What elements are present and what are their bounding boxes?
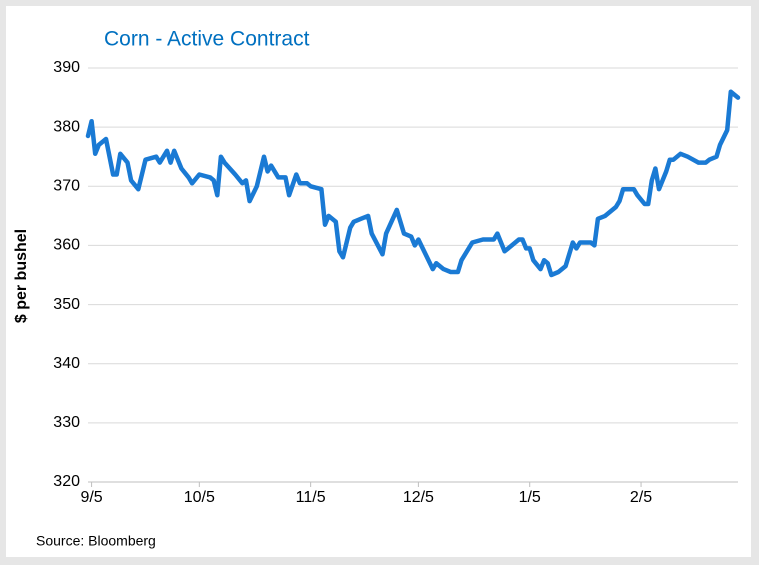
chart: Corn - Active Contract $ per bushel Sour… xyxy=(13,28,741,549)
y-axis-label: $ per bushel xyxy=(13,229,30,323)
y-tick-label: 340 xyxy=(53,355,80,372)
x-tick-label: 9/5 xyxy=(80,489,102,506)
x-tick-label: 12/5 xyxy=(403,489,434,506)
chart-title: Corn - Active Contract xyxy=(104,28,310,51)
source: Source: Bloomberg xyxy=(36,533,156,549)
x-tick-label: 10/5 xyxy=(184,489,215,506)
y-tick-label: 360 xyxy=(53,237,80,254)
chart-frame: Corn - Active Contract $ per bushel Sour… xyxy=(6,6,751,557)
x-tick-label: 1/5 xyxy=(519,489,541,506)
y-tick-label: 390 xyxy=(53,59,80,76)
y-tick-label: 320 xyxy=(53,473,80,490)
y-tick-label: 380 xyxy=(53,118,80,135)
x-tick-label: 11/5 xyxy=(296,489,326,506)
y-tick-label: 370 xyxy=(53,178,80,195)
x-tick-label: 2/5 xyxy=(630,489,652,506)
y-tick-label: 330 xyxy=(53,414,80,431)
y-tick-label: 350 xyxy=(53,296,80,313)
data-line xyxy=(85,89,741,278)
